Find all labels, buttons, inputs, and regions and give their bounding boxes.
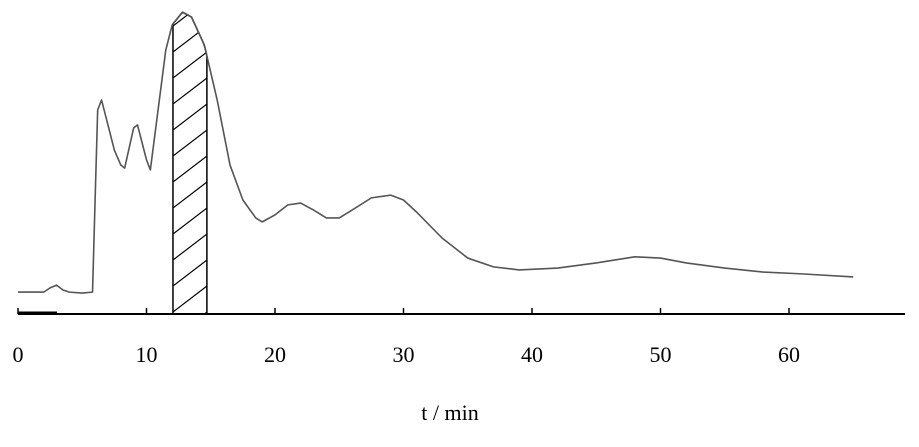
x-tick-label: 60 bbox=[778, 342, 800, 367]
highlight-region bbox=[172, 11, 208, 315]
x-tick-label: 40 bbox=[521, 342, 543, 367]
x-tick-label: 20 bbox=[264, 342, 286, 367]
x-tick-label: 50 bbox=[650, 342, 672, 367]
x-tick-label: 30 bbox=[393, 342, 415, 367]
line bbox=[18, 11, 854, 294]
x-axis-label: t / min bbox=[421, 400, 478, 425]
x-tick-label: 0 bbox=[13, 342, 24, 367]
x-tick-label: 10 bbox=[136, 342, 158, 367]
